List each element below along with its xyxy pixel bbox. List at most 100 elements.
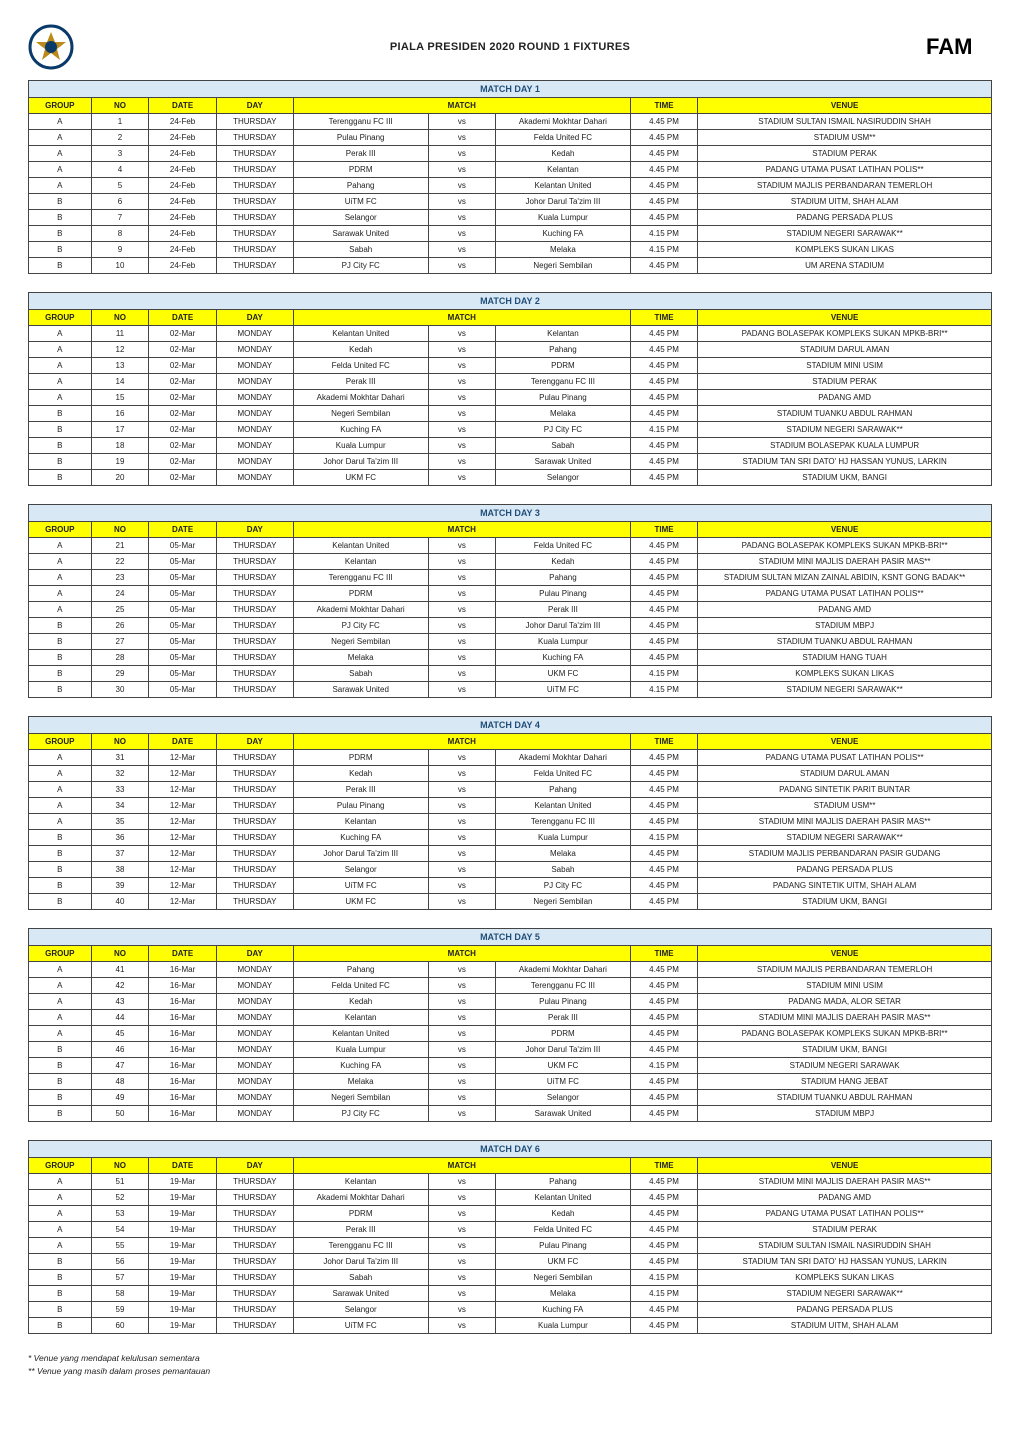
cell-day: MONDAY — [216, 454, 293, 470]
cell-away: Melaka — [496, 242, 631, 258]
cell-home: Perak III — [293, 146, 428, 162]
col-header-group: GROUP — [29, 310, 92, 326]
cell-date: 16-Mar — [149, 1106, 216, 1122]
cell-venue: STADIUM NEGERI SARAWAK** — [698, 1286, 992, 1302]
cell-no: 22 — [91, 554, 149, 570]
col-header-venue: VENUE — [698, 522, 992, 538]
cell-venue: PADANG MADA, ALOR SETAR — [698, 994, 992, 1010]
cell-group: A — [29, 1222, 92, 1238]
fixtures-table: MATCH DAY 2GROUPNODATEDAYMATCHTIMEVENUEA… — [28, 292, 992, 486]
cell-day: THURSDAY — [216, 242, 293, 258]
table-row: B4916-MarMONDAYNegeri SembilanvsSelangor… — [29, 1090, 992, 1106]
table-row: A4316-MarMONDAYKedahvsPulau Pinang4.45 P… — [29, 994, 992, 1010]
cell-venue: PADANG UTAMA PUSAT LATIHAN POLIS** — [698, 586, 992, 602]
cell-venue: STADIUM PERAK — [698, 146, 992, 162]
col-header-match: MATCH — [293, 734, 630, 750]
cell-home: Selangor — [293, 1302, 428, 1318]
cell-group: B — [29, 1286, 92, 1302]
cell-venue: STADIUM SULTAN ISMAIL NASIRUDDIN SHAH — [698, 114, 992, 130]
cell-no: 15 — [91, 390, 149, 406]
cell-away: Pahang — [496, 570, 631, 586]
cell-away: Pahang — [496, 782, 631, 798]
cell-home: Pahang — [293, 962, 428, 978]
cell-no: 51 — [91, 1174, 149, 1190]
cell-time: 4.45 PM — [630, 342, 697, 358]
cell-day: THURSDAY — [216, 554, 293, 570]
cell-day: THURSDAY — [216, 1238, 293, 1254]
cell-vs: vs — [428, 454, 495, 470]
table-row: A3412-MarTHURSDAYPulau PinangvsKelantan … — [29, 798, 992, 814]
cell-vs: vs — [428, 1074, 495, 1090]
cell-away: Pahang — [496, 1174, 631, 1190]
cell-vs: vs — [428, 666, 495, 682]
cell-no: 32 — [91, 766, 149, 782]
cell-home: Perak III — [293, 782, 428, 798]
cell-venue: STADIUM BOLASEPAK KUALA LUMPUR — [698, 438, 992, 454]
cell-time: 4.45 PM — [630, 470, 697, 486]
cell-away: UKM FC — [496, 666, 631, 682]
cell-vs: vs — [428, 1042, 495, 1058]
cell-away: Kedah — [496, 1206, 631, 1222]
cell-home: Kelantan — [293, 814, 428, 830]
cell-vs: vs — [428, 1058, 495, 1074]
fixtures-table: MATCH DAY 6GROUPNODATEDAYMATCHTIMEVENUEA… — [28, 1140, 992, 1334]
col-header-date: DATE — [149, 98, 216, 114]
cell-away: UiTM FC — [496, 682, 631, 698]
cell-day: THURSDAY — [216, 682, 293, 698]
cell-vs: vs — [428, 846, 495, 862]
cell-away: PDRM — [496, 1026, 631, 1042]
cell-home: UiTM FC — [293, 878, 428, 894]
matchday-title: MATCH DAY 5 — [29, 929, 992, 946]
cell-date: 12-Mar — [149, 766, 216, 782]
cell-venue: STADIUM MBPJ — [698, 618, 992, 634]
cell-venue: STADIUM NEGERI SARAWAK** — [698, 830, 992, 846]
cell-group: A — [29, 962, 92, 978]
cell-home: Akademi Mokhtar Dahari — [293, 390, 428, 406]
table-row: B2605-MarTHURSDAYPJ City FCvsJohor Darul… — [29, 618, 992, 634]
cell-time: 4.15 PM — [630, 422, 697, 438]
cell-no: 8 — [91, 226, 149, 242]
table-row: A5119-MarTHURSDAYKelantanvsPahang4.45 PM… — [29, 1174, 992, 1190]
table-row: B1902-MarMONDAYJohor Darul Ta'zim IIIvsS… — [29, 454, 992, 470]
cell-vs: vs — [428, 374, 495, 390]
cell-vs: vs — [428, 1222, 495, 1238]
cell-day: MONDAY — [216, 358, 293, 374]
cell-venue: STADIUM TUANKU ABDUL RAHMAN — [698, 406, 992, 422]
cell-venue: STADIUM TUANKU ABDUL RAHMAN — [698, 634, 992, 650]
cell-time: 4.45 PM — [630, 538, 697, 554]
cell-venue: STADIUM MINI USIM — [698, 358, 992, 374]
table-row: B4716-MarMONDAYKuching FAvsUKM FC4.15 PM… — [29, 1058, 992, 1074]
cell-time: 4.45 PM — [630, 1302, 697, 1318]
cell-day: MONDAY — [216, 1042, 293, 1058]
matchday-4: MATCH DAY 4GROUPNODATEDAYMATCHTIMEVENUEA… — [28, 716, 992, 910]
cell-date: 16-Mar — [149, 994, 216, 1010]
cell-venue: STADIUM UKM, BANGI — [698, 894, 992, 910]
cell-date: 05-Mar — [149, 554, 216, 570]
cell-home: UKM FC — [293, 470, 428, 486]
cell-vs: vs — [428, 650, 495, 666]
cell-group: B — [29, 1058, 92, 1074]
cell-date: 02-Mar — [149, 422, 216, 438]
table-row: B1702-MarMONDAYKuching FAvsPJ City FC4.1… — [29, 422, 992, 438]
cell-no: 10 — [91, 258, 149, 274]
cell-vs: vs — [428, 554, 495, 570]
cell-vs: vs — [428, 798, 495, 814]
cell-group: A — [29, 1206, 92, 1222]
cell-date: 05-Mar — [149, 602, 216, 618]
cell-group: A — [29, 326, 92, 342]
col-header-day: DAY — [216, 1158, 293, 1174]
cell-vs: vs — [428, 1206, 495, 1222]
col-header-venue: VENUE — [698, 98, 992, 114]
cell-date: 19-Mar — [149, 1206, 216, 1222]
cell-away: Kedah — [496, 554, 631, 570]
cell-vs: vs — [428, 470, 495, 486]
cell-away: Perak III — [496, 1010, 631, 1026]
cell-group: B — [29, 634, 92, 650]
table-row: B624-FebTHURSDAYUiTM FCvsJohor Darul Ta'… — [29, 194, 992, 210]
cell-vs: vs — [428, 618, 495, 634]
cell-home: Terengganu FC III — [293, 1238, 428, 1254]
cell-home: Akademi Mokhtar Dahari — [293, 602, 428, 618]
cell-time: 4.45 PM — [630, 798, 697, 814]
cell-no: 3 — [91, 146, 149, 162]
col-header-time: TIME — [630, 98, 697, 114]
